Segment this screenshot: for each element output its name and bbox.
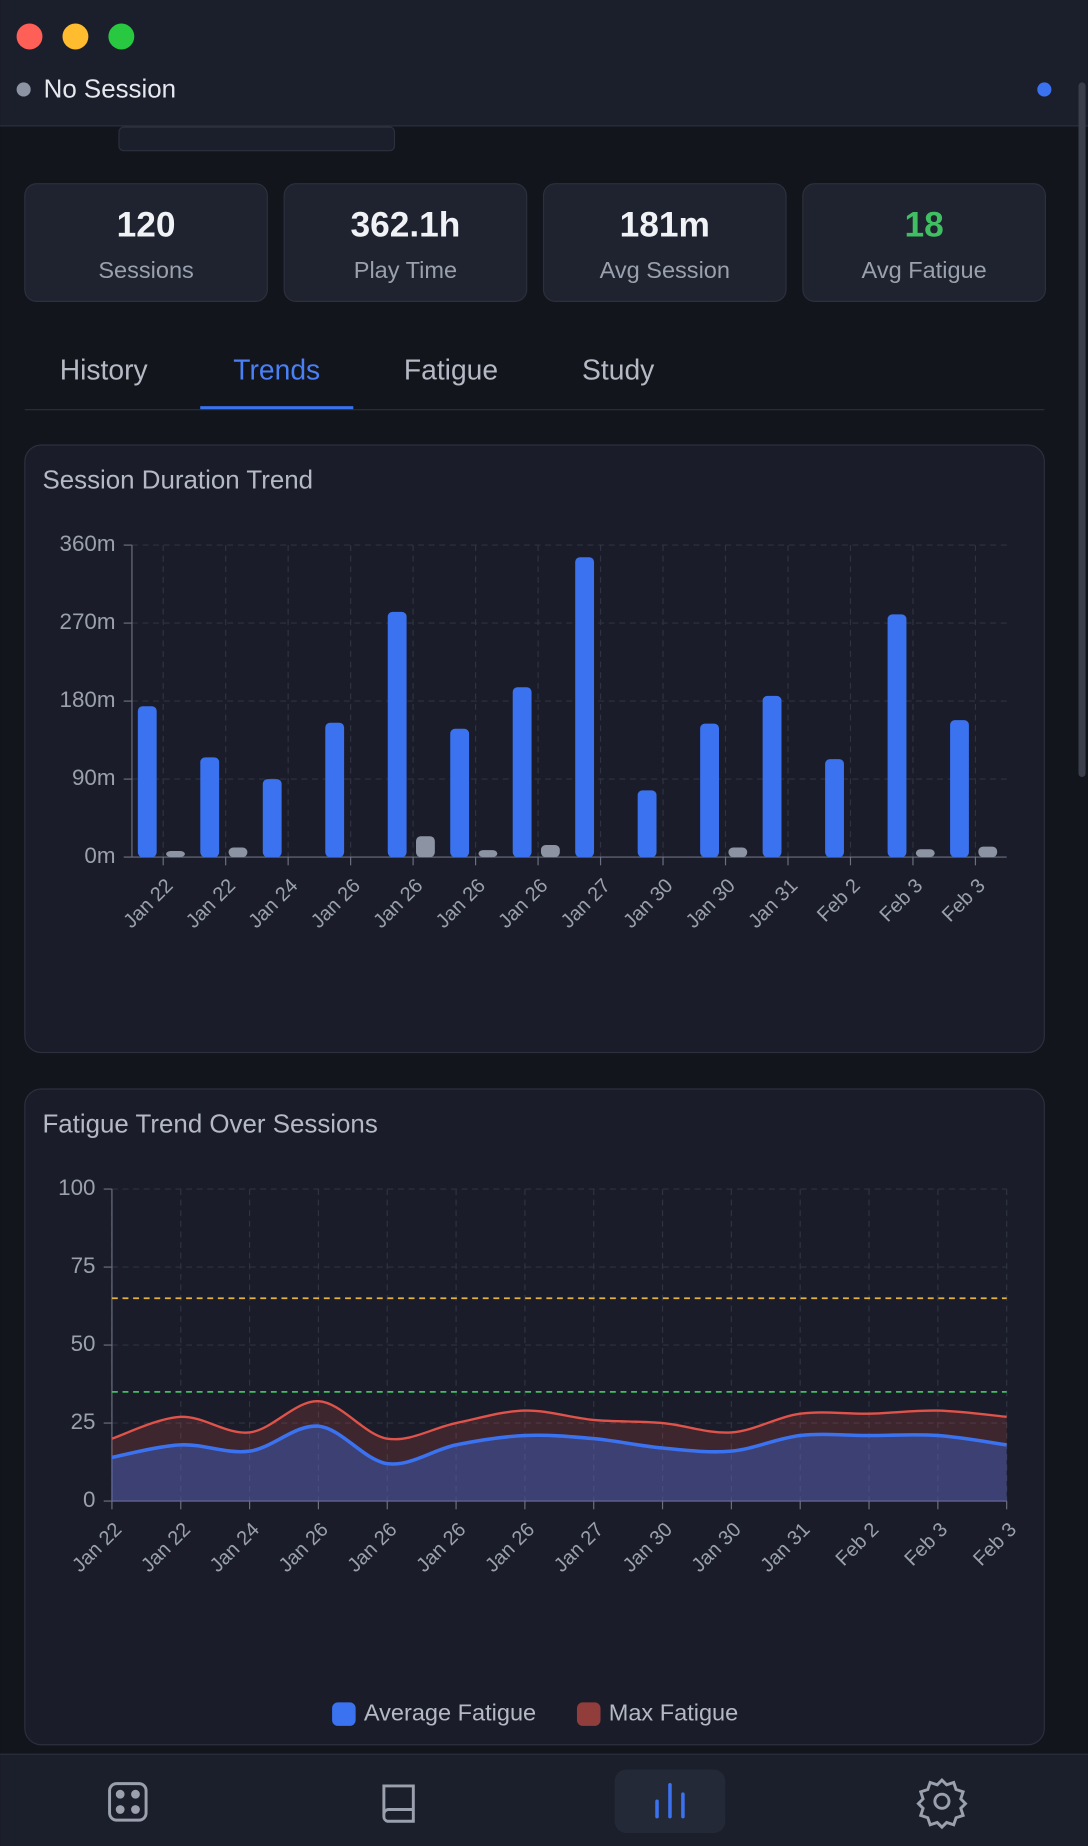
bottom-nav [0,1754,1088,1846]
close-button[interactable] [16,23,43,50]
scrollbar [1078,82,1086,778]
nav-settings[interactable] [916,1777,968,1830]
indicator-dot [1037,82,1052,97]
bar [700,723,719,858]
bar [575,557,595,858]
y-tick-label: 270m [60,609,116,634]
bar [325,722,345,858]
stat-label: Play Time [354,257,457,283]
chart-title: Session Duration Trend [42,466,313,494]
y-tick-label: 50 [71,1331,96,1356]
y-tick-label: 75 [71,1253,96,1278]
nav-stats[interactable] [655,1783,685,1819]
bar [637,790,657,858]
y-tick-label: 0 [83,1487,95,1512]
tab[interactable]: Trends [233,353,320,385]
title-bar [0,0,1088,126]
legend-swatch[interactable] [332,1702,356,1726]
stat-value: 362.1h [350,206,460,245]
bar [228,847,248,858]
filter-select[interactable] [118,126,396,152]
tab[interactable]: Study [582,353,655,385]
chart-panel [24,1088,1045,1746]
bar [512,687,532,858]
stat-card [802,183,1046,302]
stat-label: Avg Session [600,257,730,283]
tab[interactable]: History [60,353,149,385]
y-tick-label: 0m [84,843,115,868]
bar [416,836,435,858]
legend-swatch[interactable] [576,1702,601,1726]
minimize-button[interactable] [62,23,89,50]
status-text: No Session [44,75,176,103]
bar [915,849,935,858]
y-tick-label: 100 [58,1175,95,1200]
nav-book[interactable] [382,1784,415,1823]
y-tick-label: 25 [71,1409,96,1434]
bar [450,728,470,858]
legend-label[interactable]: Max Fatigue [609,1699,738,1725]
tab-indicator [200,406,354,410]
bar [166,851,185,858]
y-tick-label: 360m [60,531,116,556]
status-dot [16,82,31,97]
y-tick-label: 180m [60,687,116,712]
stat-card [24,183,268,302]
bar [387,611,407,858]
chart-title: Fatigue Trend Over Sessions [42,1110,377,1138]
bar [262,779,282,858]
bar [825,759,844,858]
chart-panel [24,444,1045,1054]
area-fill [111,1401,1007,1502]
nav-dashboard[interactable] [108,1782,148,1822]
bar [887,614,907,858]
tab[interactable]: Fatigue [404,353,498,385]
stat-value: 120 [117,206,176,245]
stat-value: 181m [620,206,710,245]
bar [950,720,969,858]
bar [540,844,560,858]
line [111,1400,1007,1441]
bar [137,706,157,858]
bar [762,695,782,858]
stat-card [542,183,787,302]
line [111,1424,1007,1466]
stat-card [283,183,528,302]
bar [478,850,498,858]
stat-label: Sessions [98,257,193,283]
stat-value: 18 [905,206,944,245]
bar [978,846,998,858]
bar [200,757,220,858]
zoom-button[interactable] [108,23,135,50]
y-tick-label: 90m [72,765,116,790]
legend-label[interactable]: Average Fatigue [364,1699,536,1725]
area-fill [111,1426,1007,1502]
bar [728,847,748,858]
stat-label: Avg Fatigue [862,257,987,283]
